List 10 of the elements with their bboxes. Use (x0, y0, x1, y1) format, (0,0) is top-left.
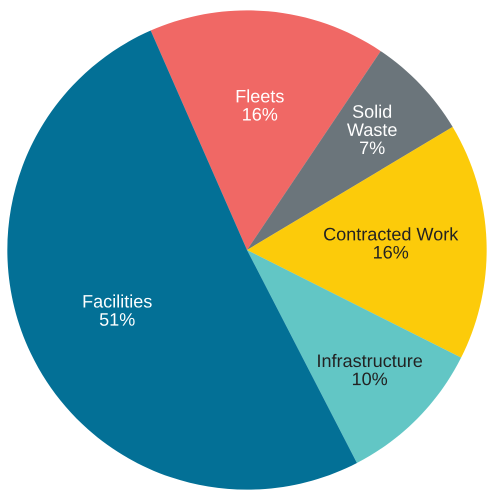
slice-label: Solid Waste (347, 104, 397, 136)
slice-label: Infrastructure (318, 354, 422, 368)
data-label: 10% (352, 372, 388, 386)
data-label: 16% (243, 108, 278, 121)
data-label: 16% (374, 246, 408, 259)
slice-label: Facilities (84, 294, 152, 308)
data-label: 51% (100, 313, 135, 326)
data-label: 7% (360, 142, 385, 154)
slice-label: Fleets (236, 89, 284, 103)
slice-label: Contracted Work (324, 227, 458, 241)
